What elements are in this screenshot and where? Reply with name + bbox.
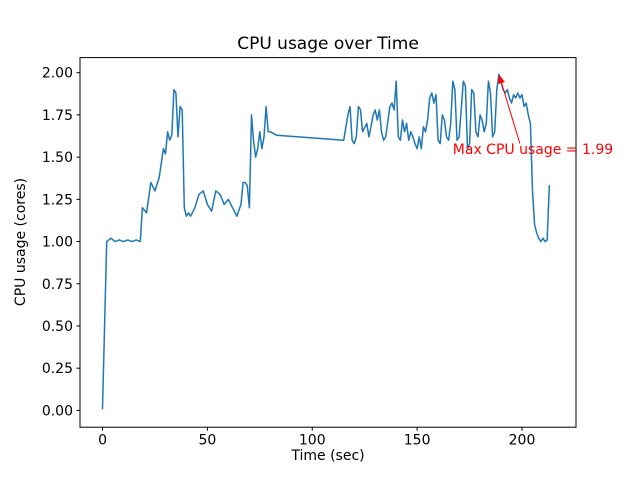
y-tick-label: 0.00	[42, 403, 73, 419]
y-tick-label: 0.50	[42, 319, 73, 335]
y-tick-label: 0.25	[42, 361, 73, 377]
axes-box	[79, 57, 577, 428]
annotation-arrow-head	[498, 74, 505, 85]
x-tick-label: 0	[98, 433, 107, 449]
y-tick-label: 1.00	[42, 235, 73, 251]
y-tick-label: 1.75	[42, 108, 73, 124]
max-cpu-annotation: Max CPU usage = 1.99	[452, 141, 614, 158]
x-tick-label: 150	[404, 433, 431, 449]
annotation-arrow-line	[500, 79, 521, 144]
y-tick-label: 0.75	[42, 277, 73, 293]
cpu-usage-line	[101, 73, 551, 410]
y-tick-label: 1.25	[42, 192, 73, 208]
y-tick-label: 2.00	[42, 66, 73, 82]
x-tick-label: 100	[299, 433, 326, 449]
x-axis-label: Time (sec)	[291, 448, 365, 464]
x-tick-label: 50	[198, 433, 216, 449]
x-tick-label: 200	[509, 433, 536, 449]
chart-title: CPU usage over Time	[237, 34, 419, 54]
y-tick-label: 1.50	[42, 150, 73, 166]
